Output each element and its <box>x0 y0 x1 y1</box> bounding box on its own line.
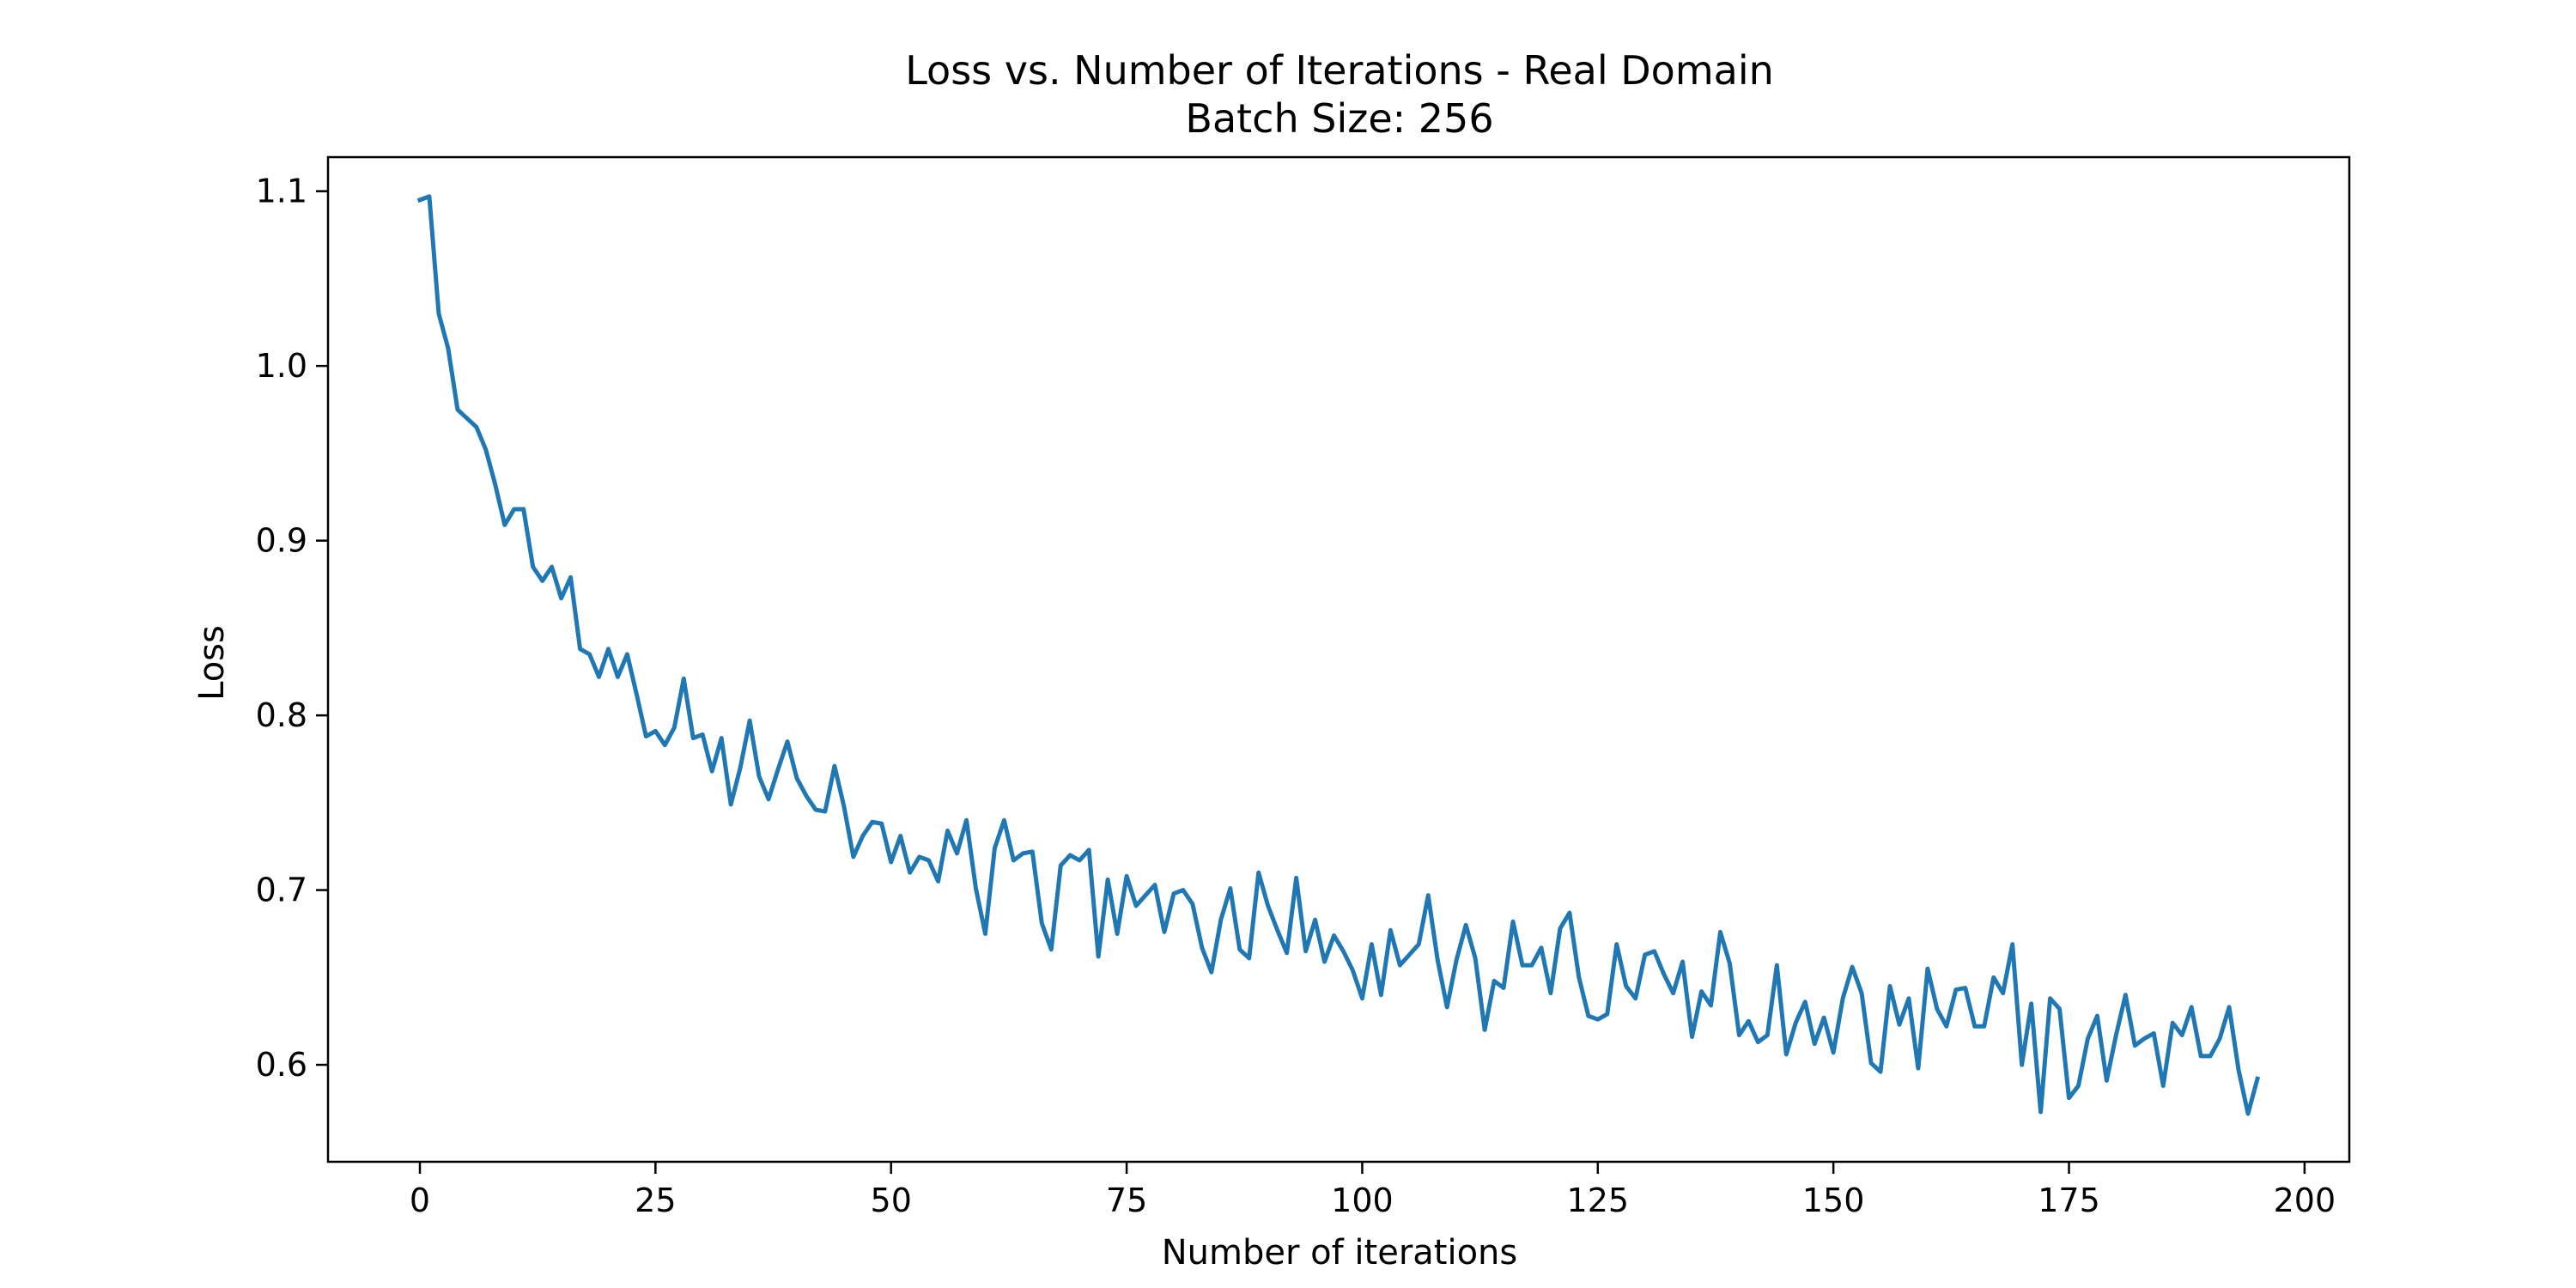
x-tick-label: 75 <box>1106 1182 1147 1219</box>
loss-series-line <box>416 194 2261 1116</box>
y-axis-ticks: 0.6 0.7 0.8 0.9 1.0 1.1 <box>256 173 328 1084</box>
x-tick-label: 150 <box>1802 1182 1865 1219</box>
x-tick-label: 50 <box>871 1182 912 1219</box>
x-tick-label: 125 <box>1567 1182 1630 1219</box>
x-axis-label: Number of iterations <box>1162 1233 1518 1273</box>
y-tick-label: 1.0 <box>256 347 307 385</box>
y-tick-label: 0.6 <box>256 1046 307 1084</box>
y-axis-label: Loss <box>192 625 232 701</box>
x-tick-label: 0 <box>410 1182 430 1219</box>
plot-area-frame <box>326 155 2351 1163</box>
y-tick-label: 0.8 <box>256 696 307 734</box>
x-tick-label: 100 <box>1331 1182 1394 1219</box>
series-layer <box>416 194 2261 1116</box>
y-tick-label: 0.9 <box>256 522 307 560</box>
y-tick-label: 1.1 <box>256 173 307 210</box>
y-tick-label: 0.7 <box>256 872 307 909</box>
chart-subtitle: Batch Size: 256 <box>1185 95 1493 142</box>
chart-title: Loss vs. Number of Iterations - Real Dom… <box>905 47 1774 94</box>
x-axis-ticks: 0 25 50 75 100 125 150 175 200 <box>410 1162 2336 1219</box>
x-tick-label: 25 <box>635 1182 676 1219</box>
x-tick-label: 175 <box>2038 1182 2100 1219</box>
x-tick-label: 200 <box>2274 1182 2336 1219</box>
